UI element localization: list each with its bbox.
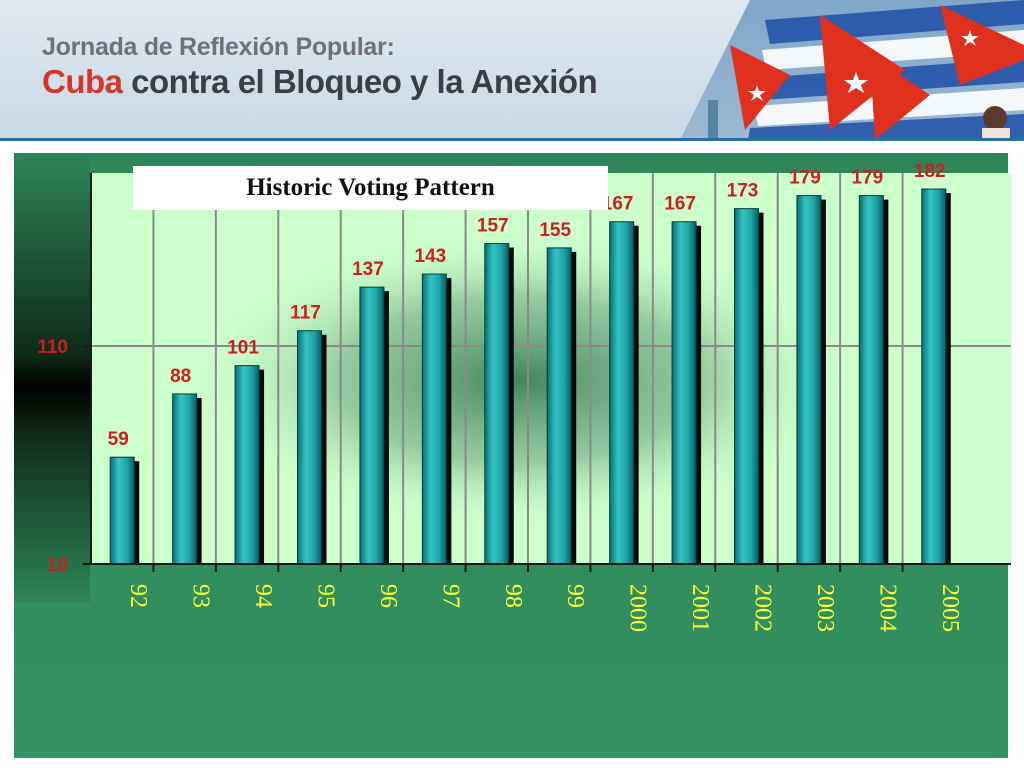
y-tick-label: 110 bbox=[37, 337, 68, 358]
header-title-rest: contra el Bloqueo y la Anexión bbox=[122, 63, 598, 100]
bar-value-label: 59 bbox=[108, 429, 129, 450]
category-labels-group: 92 93 94 95 96 97 98 99 2000 2001 2002 2003 2004 2005 bbox=[125, 584, 963, 632]
chart-title: Historic Voting Pattern bbox=[246, 174, 495, 201]
chart-title-box: Historic Voting Pattern bbox=[133, 166, 608, 210]
bar bbox=[234, 365, 260, 565]
bar-value-label: 117 bbox=[290, 303, 321, 324]
bar bbox=[921, 188, 947, 565]
flag-triangle bbox=[820, 15, 905, 130]
x-category-label: 2001 bbox=[687, 584, 713, 632]
x-category-label: 2002 bbox=[750, 584, 776, 632]
x-category-label: 2005 bbox=[937, 584, 963, 632]
bar bbox=[172, 393, 198, 565]
x-category-label: 98 bbox=[500, 584, 526, 608]
x-category-label: 2004 bbox=[874, 584, 900, 632]
vertical-grid bbox=[152, 173, 904, 572]
flag-triangle bbox=[730, 45, 790, 130]
header-banner: Jornada de Reflexión Popular: Cuba contr… bbox=[0, 0, 1024, 140]
header-title: Cuba contra el Bloqueo y la Anexión bbox=[42, 63, 598, 101]
x-category-label: 97 bbox=[437, 584, 463, 608]
header-subtitle: Jornada de Reflexión Popular: bbox=[42, 33, 395, 61]
x-category-label: 99 bbox=[562, 584, 588, 608]
bar-value-label: 88 bbox=[170, 366, 191, 387]
y-tick-label: 10 bbox=[47, 555, 68, 576]
bar-value-label: 179 bbox=[852, 168, 884, 189]
flag-triangle bbox=[940, 5, 1024, 85]
x-category-label: 95 bbox=[313, 584, 339, 608]
bar-value-label: 179 bbox=[789, 168, 821, 189]
bar-value-label: 101 bbox=[227, 338, 259, 359]
bar-value-label: 173 bbox=[727, 181, 759, 202]
bar-value-label: 157 bbox=[477, 216, 509, 237]
y-tick-labels-group: 10 110 bbox=[37, 337, 68, 576]
bar bbox=[109, 456, 135, 565]
bar bbox=[671, 221, 697, 565]
bar bbox=[609, 221, 635, 565]
bar bbox=[421, 273, 447, 565]
bar-value-label: 167 bbox=[602, 194, 634, 215]
value-labels-group: 59 88 101 117 137 143 157 155 167 167 173 179 179 182 bbox=[108, 161, 946, 450]
bar bbox=[546, 247, 572, 565]
bar bbox=[484, 243, 510, 565]
bar-value-label: 167 bbox=[664, 194, 696, 215]
bar bbox=[734, 208, 759, 565]
bar-value-label: 182 bbox=[914, 161, 946, 182]
bar bbox=[297, 330, 322, 565]
x-category-label: 92 bbox=[125, 584, 151, 608]
bar-value-label: 143 bbox=[415, 246, 447, 267]
cuban-flags-photo bbox=[680, 0, 1024, 140]
bars-group bbox=[109, 188, 951, 565]
bar bbox=[858, 195, 884, 565]
x-category-label: 2000 bbox=[625, 584, 651, 632]
x-category-label: 93 bbox=[188, 584, 214, 608]
bar-value-label: 155 bbox=[539, 220, 571, 241]
x-category-label: 96 bbox=[375, 584, 401, 608]
header-divider bbox=[0, 138, 1024, 141]
header-title-highlight: Cuba bbox=[42, 63, 123, 100]
bar bbox=[359, 286, 385, 565]
x-category-label: 94 bbox=[250, 584, 276, 608]
y-axis-band bbox=[14, 153, 90, 603]
bar bbox=[796, 195, 822, 565]
flag-triangle bbox=[870, 55, 930, 140]
x-category-label: 2003 bbox=[812, 584, 838, 632]
bar-value-label: 137 bbox=[352, 259, 384, 280]
